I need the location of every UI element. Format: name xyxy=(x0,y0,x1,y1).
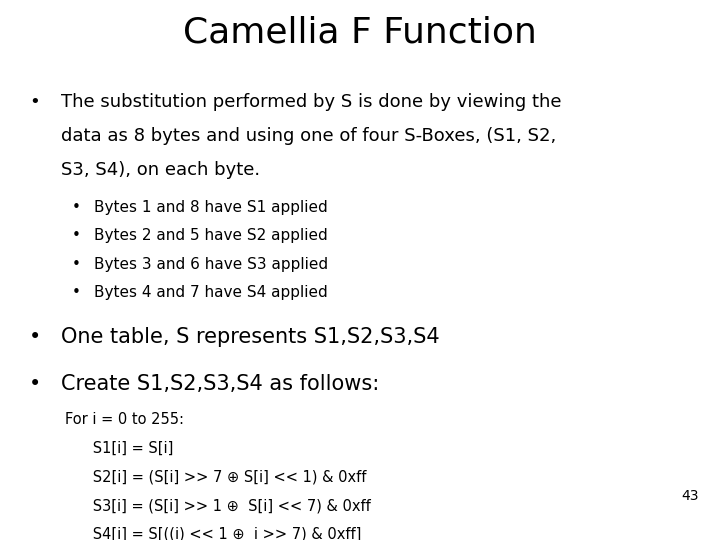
Text: •: • xyxy=(72,257,81,272)
Text: Bytes 3 and 6 have S3 applied: Bytes 3 and 6 have S3 applied xyxy=(94,257,328,272)
Text: For i = 0 to 255:: For i = 0 to 255: xyxy=(65,413,184,428)
Text: data as 8 bytes and using one of four S-Boxes, (S1, S2,: data as 8 bytes and using one of four S-… xyxy=(61,127,557,145)
Text: S3, S4), on each byte.: S3, S4), on each byte. xyxy=(61,161,261,179)
Text: S1[i] = S[i]: S1[i] = S[i] xyxy=(65,441,174,456)
Text: •: • xyxy=(72,285,81,300)
Text: •: • xyxy=(72,200,81,215)
Text: One table, S represents S1,S2,S3,S4: One table, S represents S1,S2,S3,S4 xyxy=(61,327,440,347)
Text: •: • xyxy=(29,374,41,394)
Text: Bytes 1 and 8 have S1 applied: Bytes 1 and 8 have S1 applied xyxy=(94,200,328,215)
Text: Bytes 2 and 5 have S2 applied: Bytes 2 and 5 have S2 applied xyxy=(94,228,328,243)
Text: The substitution performed by S is done by viewing the: The substitution performed by S is done … xyxy=(61,93,562,111)
Text: 43: 43 xyxy=(681,489,698,503)
Text: Bytes 4 and 7 have S4 applied: Bytes 4 and 7 have S4 applied xyxy=(94,285,328,300)
Text: •: • xyxy=(29,327,41,347)
Text: S4[i] = S[((i) << 1 ⊕  i >> 7) & 0xff]: S4[i] = S[((i) << 1 ⊕ i >> 7) & 0xff] xyxy=(65,526,361,540)
Text: Camellia F Function: Camellia F Function xyxy=(183,16,537,50)
Text: •: • xyxy=(29,93,40,111)
Text: •: • xyxy=(72,228,81,243)
Text: S3[i] = (S[i] >> 1 ⊕  S[i] << 7) & 0xff: S3[i] = (S[i] >> 1 ⊕ S[i] << 7) & 0xff xyxy=(65,498,371,513)
Text: Create S1,S2,S3,S4 as follows:: Create S1,S2,S3,S4 as follows: xyxy=(61,374,379,394)
Text: S2[i] = (S[i] >> 7 ⊕ S[i] << 1) & 0xff: S2[i] = (S[i] >> 7 ⊕ S[i] << 1) & 0xff xyxy=(65,469,366,484)
